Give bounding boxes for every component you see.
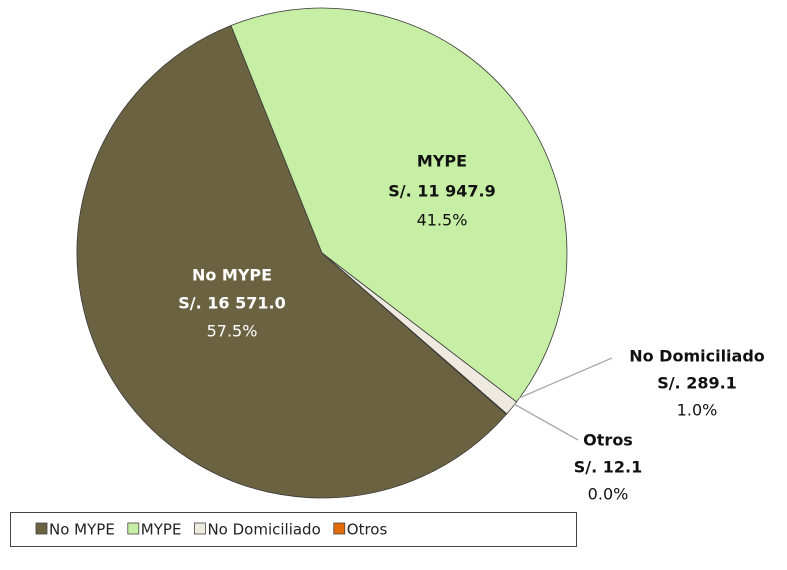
slice-value: S/. 12.1 [574,458,643,477]
slice-percent: 1.0% [677,401,718,420]
slice-label: No Domiciliado [629,347,765,366]
slice-percent: 0.0% [588,485,629,504]
leader-line [518,357,613,399]
legend-label: Otros [347,521,388,539]
slice-label: MYPE [417,152,467,171]
slice-label: No MYPE [192,266,272,285]
legend-swatch [127,522,140,535]
slice-percent: 41.5% [417,211,468,230]
slice-value: S/. 11 947.9 [388,182,495,201]
legend-box [10,512,577,547]
slice-label: Otros [583,431,633,450]
pie-slice [230,7,568,403]
slice-percent: 57.5% [207,322,258,341]
slice-value: S/. 16 571.0 [178,294,285,313]
legend-label: No MYPE [49,521,115,539]
leader-line [513,403,579,441]
legend: No MYPE MYPE No Domiciliado Otros [35,521,388,539]
pie-slice [321,252,508,415]
legend-label: MYPE [141,521,182,539]
legend-swatch [35,522,48,535]
legend-swatch [194,522,206,535]
legend-swatch [333,522,346,535]
legend-label: No Domiciliado [207,521,320,539]
pie-slice [76,25,507,499]
pie [76,7,568,499]
slice-value: S/. 289.1 [657,374,737,393]
